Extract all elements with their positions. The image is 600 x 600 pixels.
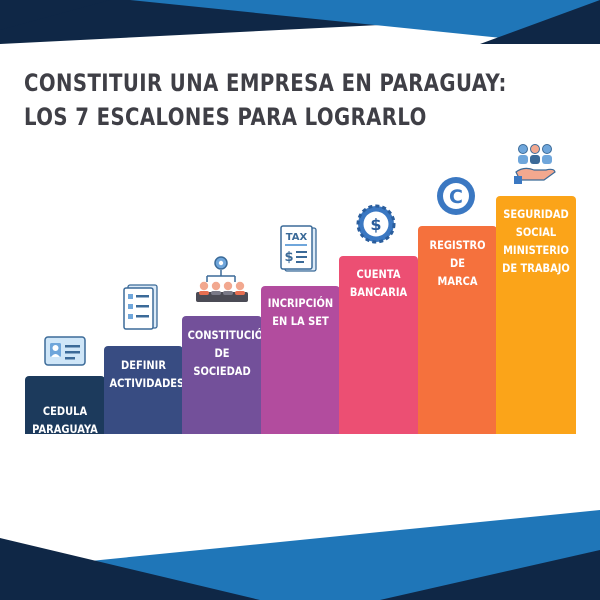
- checklist-icon: [123, 284, 159, 335]
- svg-text:$: $: [370, 215, 381, 234]
- step-2-label-line-1: DEFINIR: [121, 358, 166, 372]
- people-in-hand-icon: [514, 142, 556, 191]
- step-7-label-line-1: SEGURIDAD: [503, 207, 569, 221]
- tax-document-icon: TAX $: [279, 225, 319, 278]
- dollar-coin-icon: $: [356, 204, 396, 249]
- svg-text:C: C: [449, 186, 463, 208]
- meeting-icon: [194, 254, 250, 309]
- step-1-label-line-2: PARAGUAYA: [32, 422, 98, 436]
- step-7: SEGURIDAD SOCIAL MINISTERIO DE TRABAJO: [496, 196, 576, 434]
- step-4-label-line-2: EN LA SET: [272, 314, 329, 328]
- step-5-label-line-2: BANCARIA: [349, 285, 408, 299]
- step-1-label-line-1: CEDULA: [42, 404, 88, 418]
- step-2-label-line-2: ACTIVIDADES: [109, 376, 185, 390]
- step-5-label-line-1: CUENTA: [356, 267, 401, 281]
- step-3: CONSTITUCIÓN DE SOCIEDAD: [182, 316, 272, 434]
- step-1: CEDULA PARAGUAYA: [25, 376, 105, 436]
- step-6-label-line-3: MARCA: [437, 274, 478, 288]
- step-7-label-line-2: SOCIAL: [515, 225, 557, 239]
- step-3-label-line-2: DE: [214, 346, 230, 360]
- step-6-label-line-1: REGISTRO: [429, 238, 486, 252]
- copyright-icon: C: [436, 176, 476, 221]
- step-2: DEFINIR ACTIVIDADES: [104, 346, 185, 434]
- step-4: INCRIPCIÓN EN LA SET: [261, 286, 340, 434]
- step-6: REGISTRO DE MARCA: [418, 226, 497, 434]
- step-7-label-line-3: MINISTERIO: [503, 243, 569, 257]
- page-title: CONSTITUIR UNA EMPRESA EN PARAGUAY: LOS …: [24, 66, 507, 134]
- svg-text:TAX: TAX: [286, 232, 308, 243]
- title-line-1: CONSTITUIR UNA EMPRESA EN PARAGUAY:: [24, 69, 507, 97]
- step-4-label-line-1: INCRIPCIÓN: [267, 296, 334, 310]
- id-card-icon: [44, 336, 86, 371]
- step-5: CUENTA BANCARIA: [339, 256, 418, 434]
- svg-text:$: $: [284, 250, 293, 265]
- step-7-label-line-4: DE TRABAJO: [502, 261, 570, 275]
- step-6-label-line-2: DE: [450, 256, 465, 270]
- top-decorative-band: [0, 0, 600, 44]
- step-3-label-line-3: SOCIEDAD: [193, 364, 251, 378]
- step-3-label-line-1: CONSTITUCIÓN: [187, 328, 272, 342]
- bottom-decorative-band: [0, 510, 600, 600]
- title-line-2: LOS 7 ESCALONES PARA LOGRARLO: [24, 103, 427, 131]
